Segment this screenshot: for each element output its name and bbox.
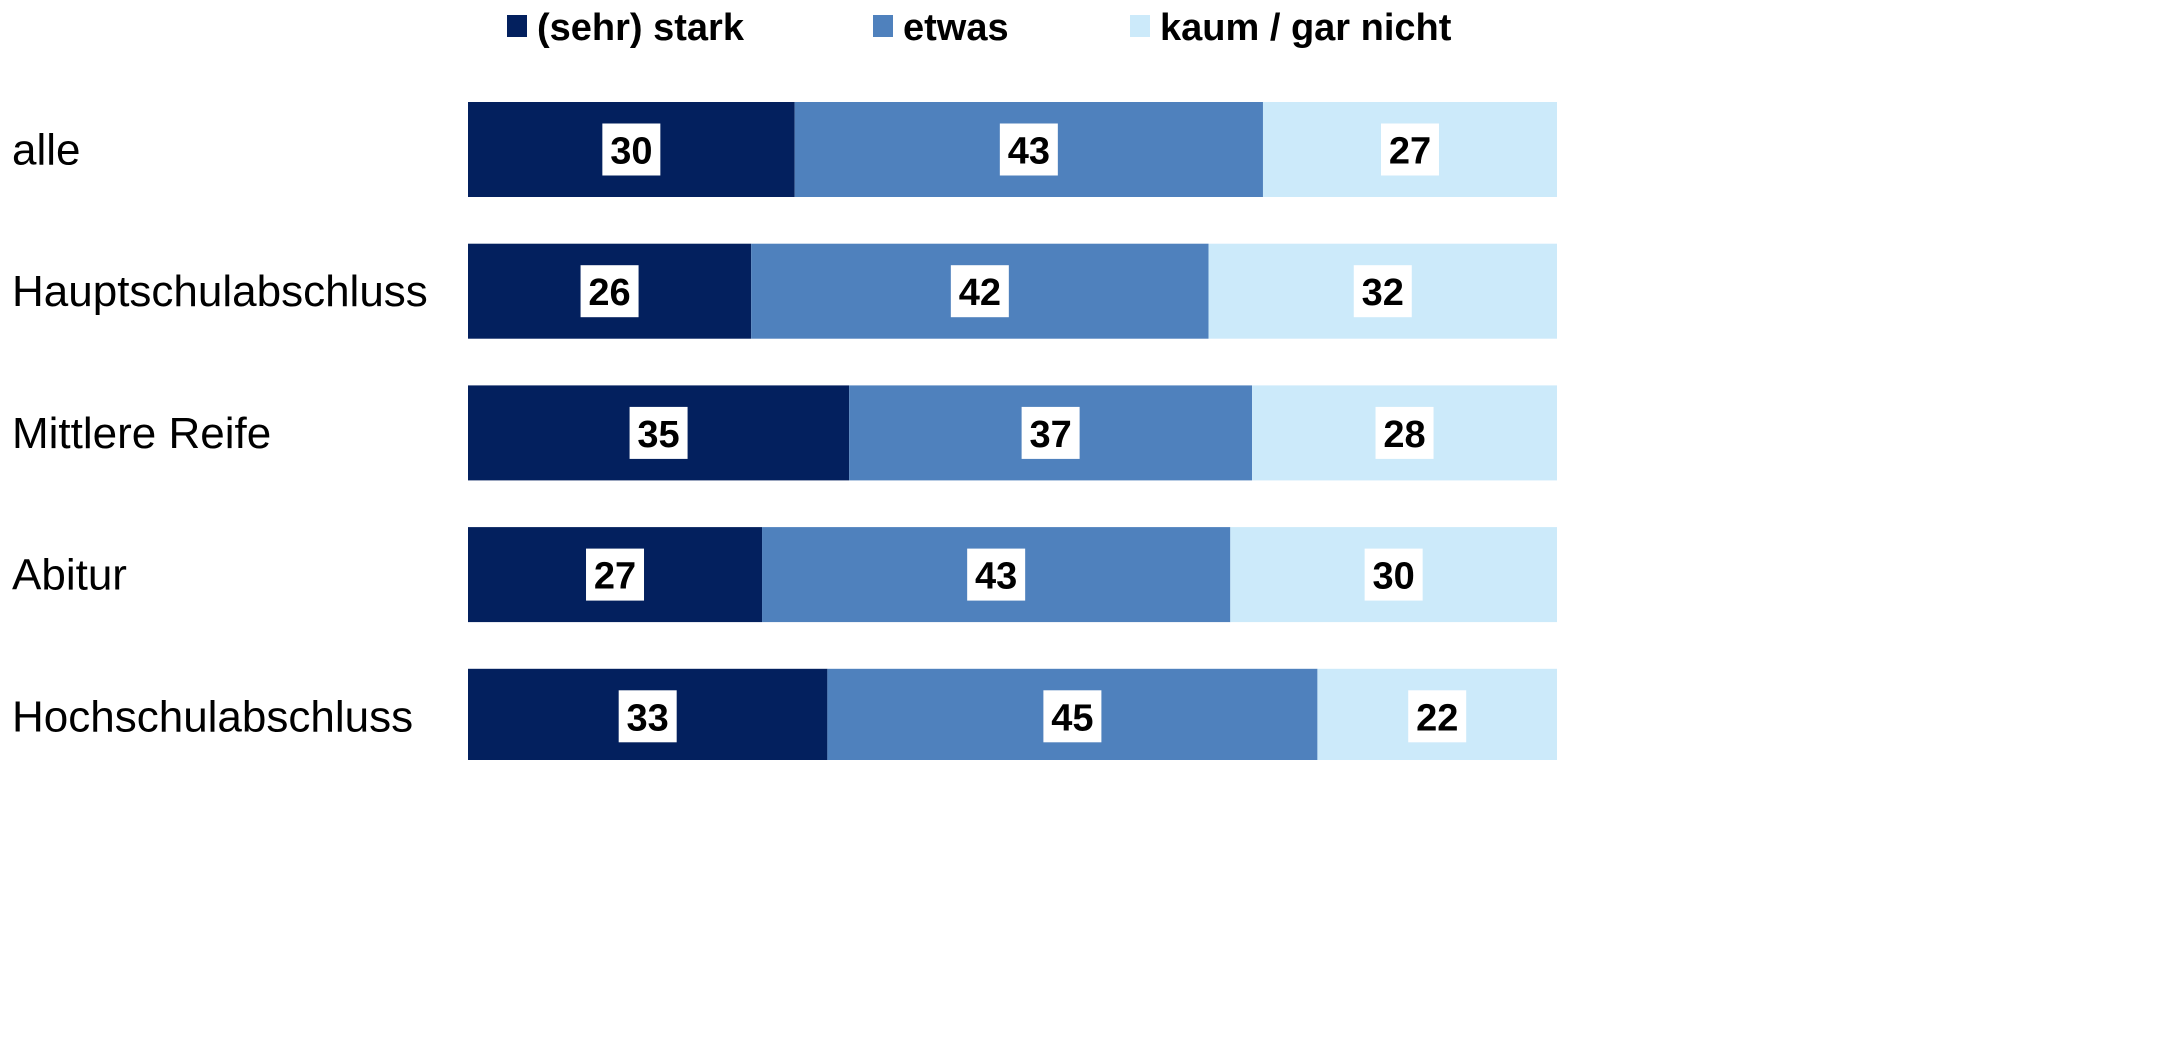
data-label-alle-kaum-gar-nicht: 27 [1389,131,1431,173]
bar-row-mittlere-reife: 35 37 28 [468,385,1557,481]
legend-label-sehr-stark: (sehr) stark [537,7,745,49]
data-label-box [1408,690,1467,743]
legend-swatch-sehr-stark [507,15,527,37]
data-label-box [1353,265,1412,318]
bar-row-abitur: 27 43 30 [468,527,1557,623]
data-label-hochschulabschluss-etwas: 45 [1051,697,1093,739]
data-label-box [586,548,645,601]
data-label-hauptschulabschluss-kaum-gar-nicht: 32 [1362,272,1404,314]
data-label-hauptschulabschluss-etwas: 42 [959,272,1001,314]
row-label-hauptschulabschluss: Hauptschulabschluss [12,267,428,316]
data-label-box [999,123,1058,176]
stacked-bar-chart: (sehr) stark etwas kaum / gar nicht alle Ha… [12,7,1557,760]
bar-row-hochschulabschluss: 33 45 22 [468,668,1557,760]
row-label-hochschulabschluss: Hochschulabschluss [12,692,413,741]
data-label-hauptschulabschluss-sehr-stark: 26 [588,272,630,314]
data-label-box [1375,406,1434,459]
data-label-box [618,690,677,743]
row-label-abitur: Abitur [12,551,127,600]
data-label-box [1021,406,1080,459]
data-label-mittlere-reife-sehr-stark: 35 [637,414,679,456]
data-label-alle-etwas: 43 [1008,131,1050,173]
legend-item-kaum-gar-nicht: kaum / gar nicht [1130,7,1452,49]
data-label-box [1380,123,1439,176]
row-label-mittlere-reife: Mittlere Reife [12,409,271,458]
data-label-box [629,406,688,459]
data-label-hochschulabschluss-kaum-gar-nicht: 22 [1416,697,1458,739]
data-label-box [950,265,1009,318]
bars: 30 43 27 26 42 32 35 37 28 27 43 30 33 45 22 [468,102,1557,760]
data-label-abitur-sehr-stark: 27 [594,556,636,598]
bar-row-alle: 30 43 27 [468,102,1557,197]
data-label-box [602,123,661,176]
data-label-hochschulabschluss-sehr-stark: 33 [627,697,669,739]
data-label-box [580,265,639,318]
chart-canvas: (sehr) stark etwas kaum / gar nicht alle Ha… [12,7,1557,760]
legend-item-sehr-stark: (sehr) stark [507,7,745,49]
row-label-alle: alle [12,126,81,175]
legend-label-kaum-gar-nicht: kaum / gar nicht [1160,7,1452,49]
data-label-box [967,548,1026,601]
data-label-mittlere-reife-etwas: 37 [1029,414,1071,456]
data-label-mittlere-reife-kaum-gar-nicht: 28 [1383,414,1425,456]
legend-label-etwas: etwas [903,7,1009,49]
bar-row-hauptschulabschluss: 26 42 32 [468,243,1557,339]
legend-swatch-etwas [873,15,893,37]
legend-item-etwas: etwas [873,7,1009,49]
data-label-abitur-etwas: 43 [975,556,1017,598]
data-label-abitur-kaum-gar-nicht: 30 [1373,556,1415,598]
row-labels: alle Hauptschulabschluss Mittlere Reife Abi… [12,126,428,742]
data-label-alle-sehr-stark: 30 [610,131,652,173]
data-label-box [1364,548,1423,601]
data-label-box [1043,690,1102,743]
legend-swatch-kaum-gar-nicht [1130,15,1150,37]
legend: (sehr) stark etwas kaum / gar nicht [507,7,1452,49]
